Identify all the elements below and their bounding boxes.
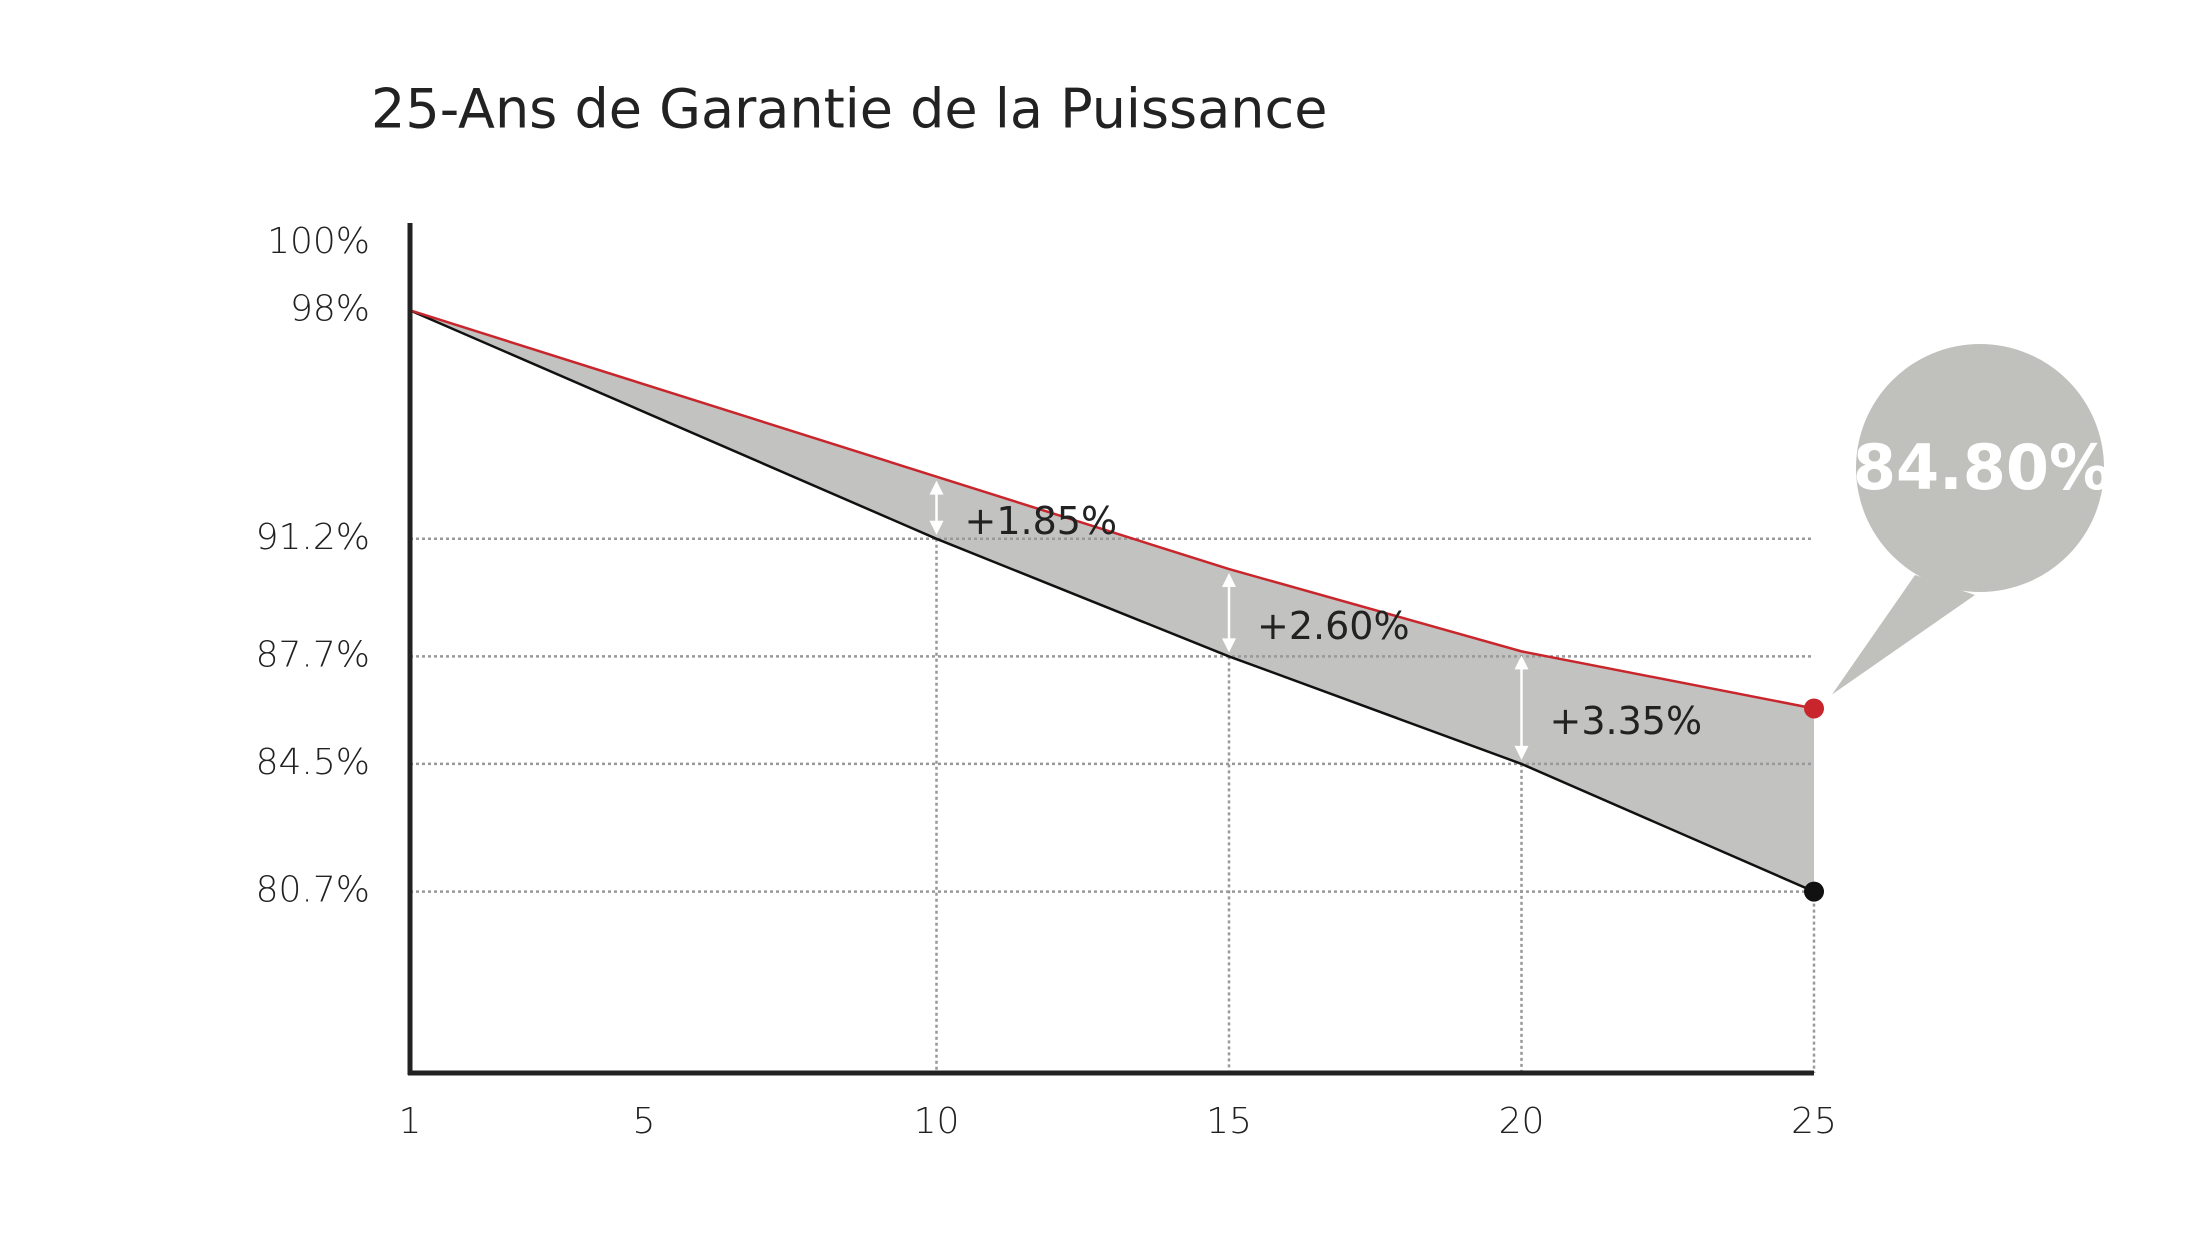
gain-area bbox=[410, 310, 1814, 892]
y-tick-label: 84.5% bbox=[256, 742, 370, 783]
annotation: +2.60% bbox=[1257, 604, 1410, 648]
arrow-head bbox=[929, 480, 944, 535]
end-point bbox=[1804, 881, 1824, 902]
x-tick-label: 20 bbox=[1499, 1101, 1545, 1142]
callout-text: 84.80% bbox=[1853, 431, 2111, 504]
x-tick-label: 1 bbox=[399, 1101, 422, 1142]
series-line bbox=[409, 309, 1815, 710]
y-tick-label: 98% bbox=[290, 288, 370, 329]
y-tick-label: 80.7% bbox=[256, 870, 370, 911]
annotation: +3.35% bbox=[1550, 699, 1703, 743]
callout-tail bbox=[1832, 575, 1975, 695]
series-line bbox=[409, 309, 1815, 893]
chart-title: 25-Ans de Garantie de la Puissance bbox=[371, 78, 1327, 141]
callout-bubble bbox=[1856, 344, 2104, 592]
y-tick-label: 91.2% bbox=[256, 517, 370, 558]
x-tick-label: 10 bbox=[914, 1101, 960, 1142]
x-tick-label: 25 bbox=[1791, 1101, 1837, 1142]
y-tick-label: 87.7% bbox=[256, 634, 370, 675]
end-point bbox=[1804, 698, 1824, 719]
x-tick-label: 15 bbox=[1206, 1101, 1252, 1142]
y-tick-label: 100% bbox=[267, 221, 370, 262]
x-tick-label: 5 bbox=[633, 1101, 656, 1142]
annotation: +1.85% bbox=[965, 499, 1118, 543]
